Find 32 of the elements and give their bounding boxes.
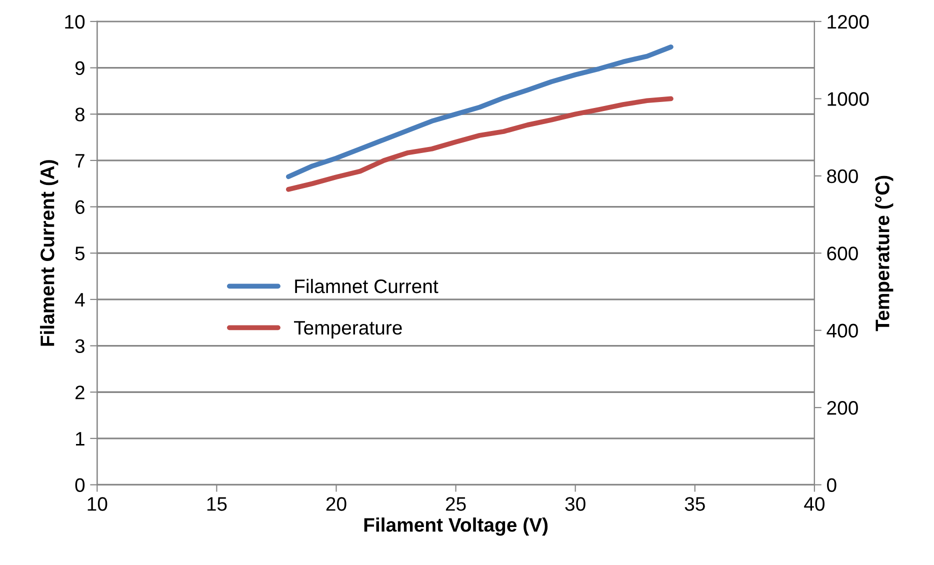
- y2-tick-label: 0: [827, 478, 836, 492]
- x-tick-label: 15: [207, 497, 227, 511]
- x-tick-label: 35: [684, 497, 705, 511]
- y2-tick-label: 1200: [828, 14, 869, 29]
- x-axis-title: Filament Voltage (V): [364, 517, 548, 536]
- y2-tick-label: 800: [827, 169, 858, 184]
- x-tick-label: 40: [804, 497, 825, 511]
- y2-tick-label: 200: [827, 401, 858, 415]
- y-tick-label: 2: [75, 386, 84, 400]
- y2-tick-label: 1000: [828, 92, 869, 106]
- y-tick-label: 4: [74, 293, 85, 306]
- line-series: [286, 44, 674, 180]
- y2-axis-title: Temperature (°C): [875, 176, 894, 332]
- x-tick-label: 20: [326, 497, 346, 511]
- y-tick-label: 1: [76, 432, 84, 446]
- line-series: [286, 96, 674, 192]
- y-axis-title: Filament Current (A): [40, 160, 58, 346]
- y-tick-label: 8: [75, 108, 84, 122]
- x-tick-label: 25: [446, 497, 466, 511]
- y-tick-label: 3: [75, 339, 84, 354]
- y2-tick-label: 400: [826, 324, 858, 338]
- legend-label: Temperature: [294, 321, 402, 339]
- x-tick-label: 10: [88, 497, 108, 511]
- x-tick-label: 30: [565, 497, 586, 511]
- legend-label: Filamnet Current: [295, 278, 438, 294]
- y2-tick-label: 600: [827, 246, 858, 260]
- y-tick-label: 9: [75, 61, 84, 76]
- y-tick-label: 6: [76, 200, 84, 214]
- y-tick-label: 7: [76, 154, 84, 168]
- y-tick-label: 0: [75, 478, 85, 492]
- y-tick-label: 5: [75, 246, 85, 260]
- y-tick-label: 10: [65, 14, 85, 29]
